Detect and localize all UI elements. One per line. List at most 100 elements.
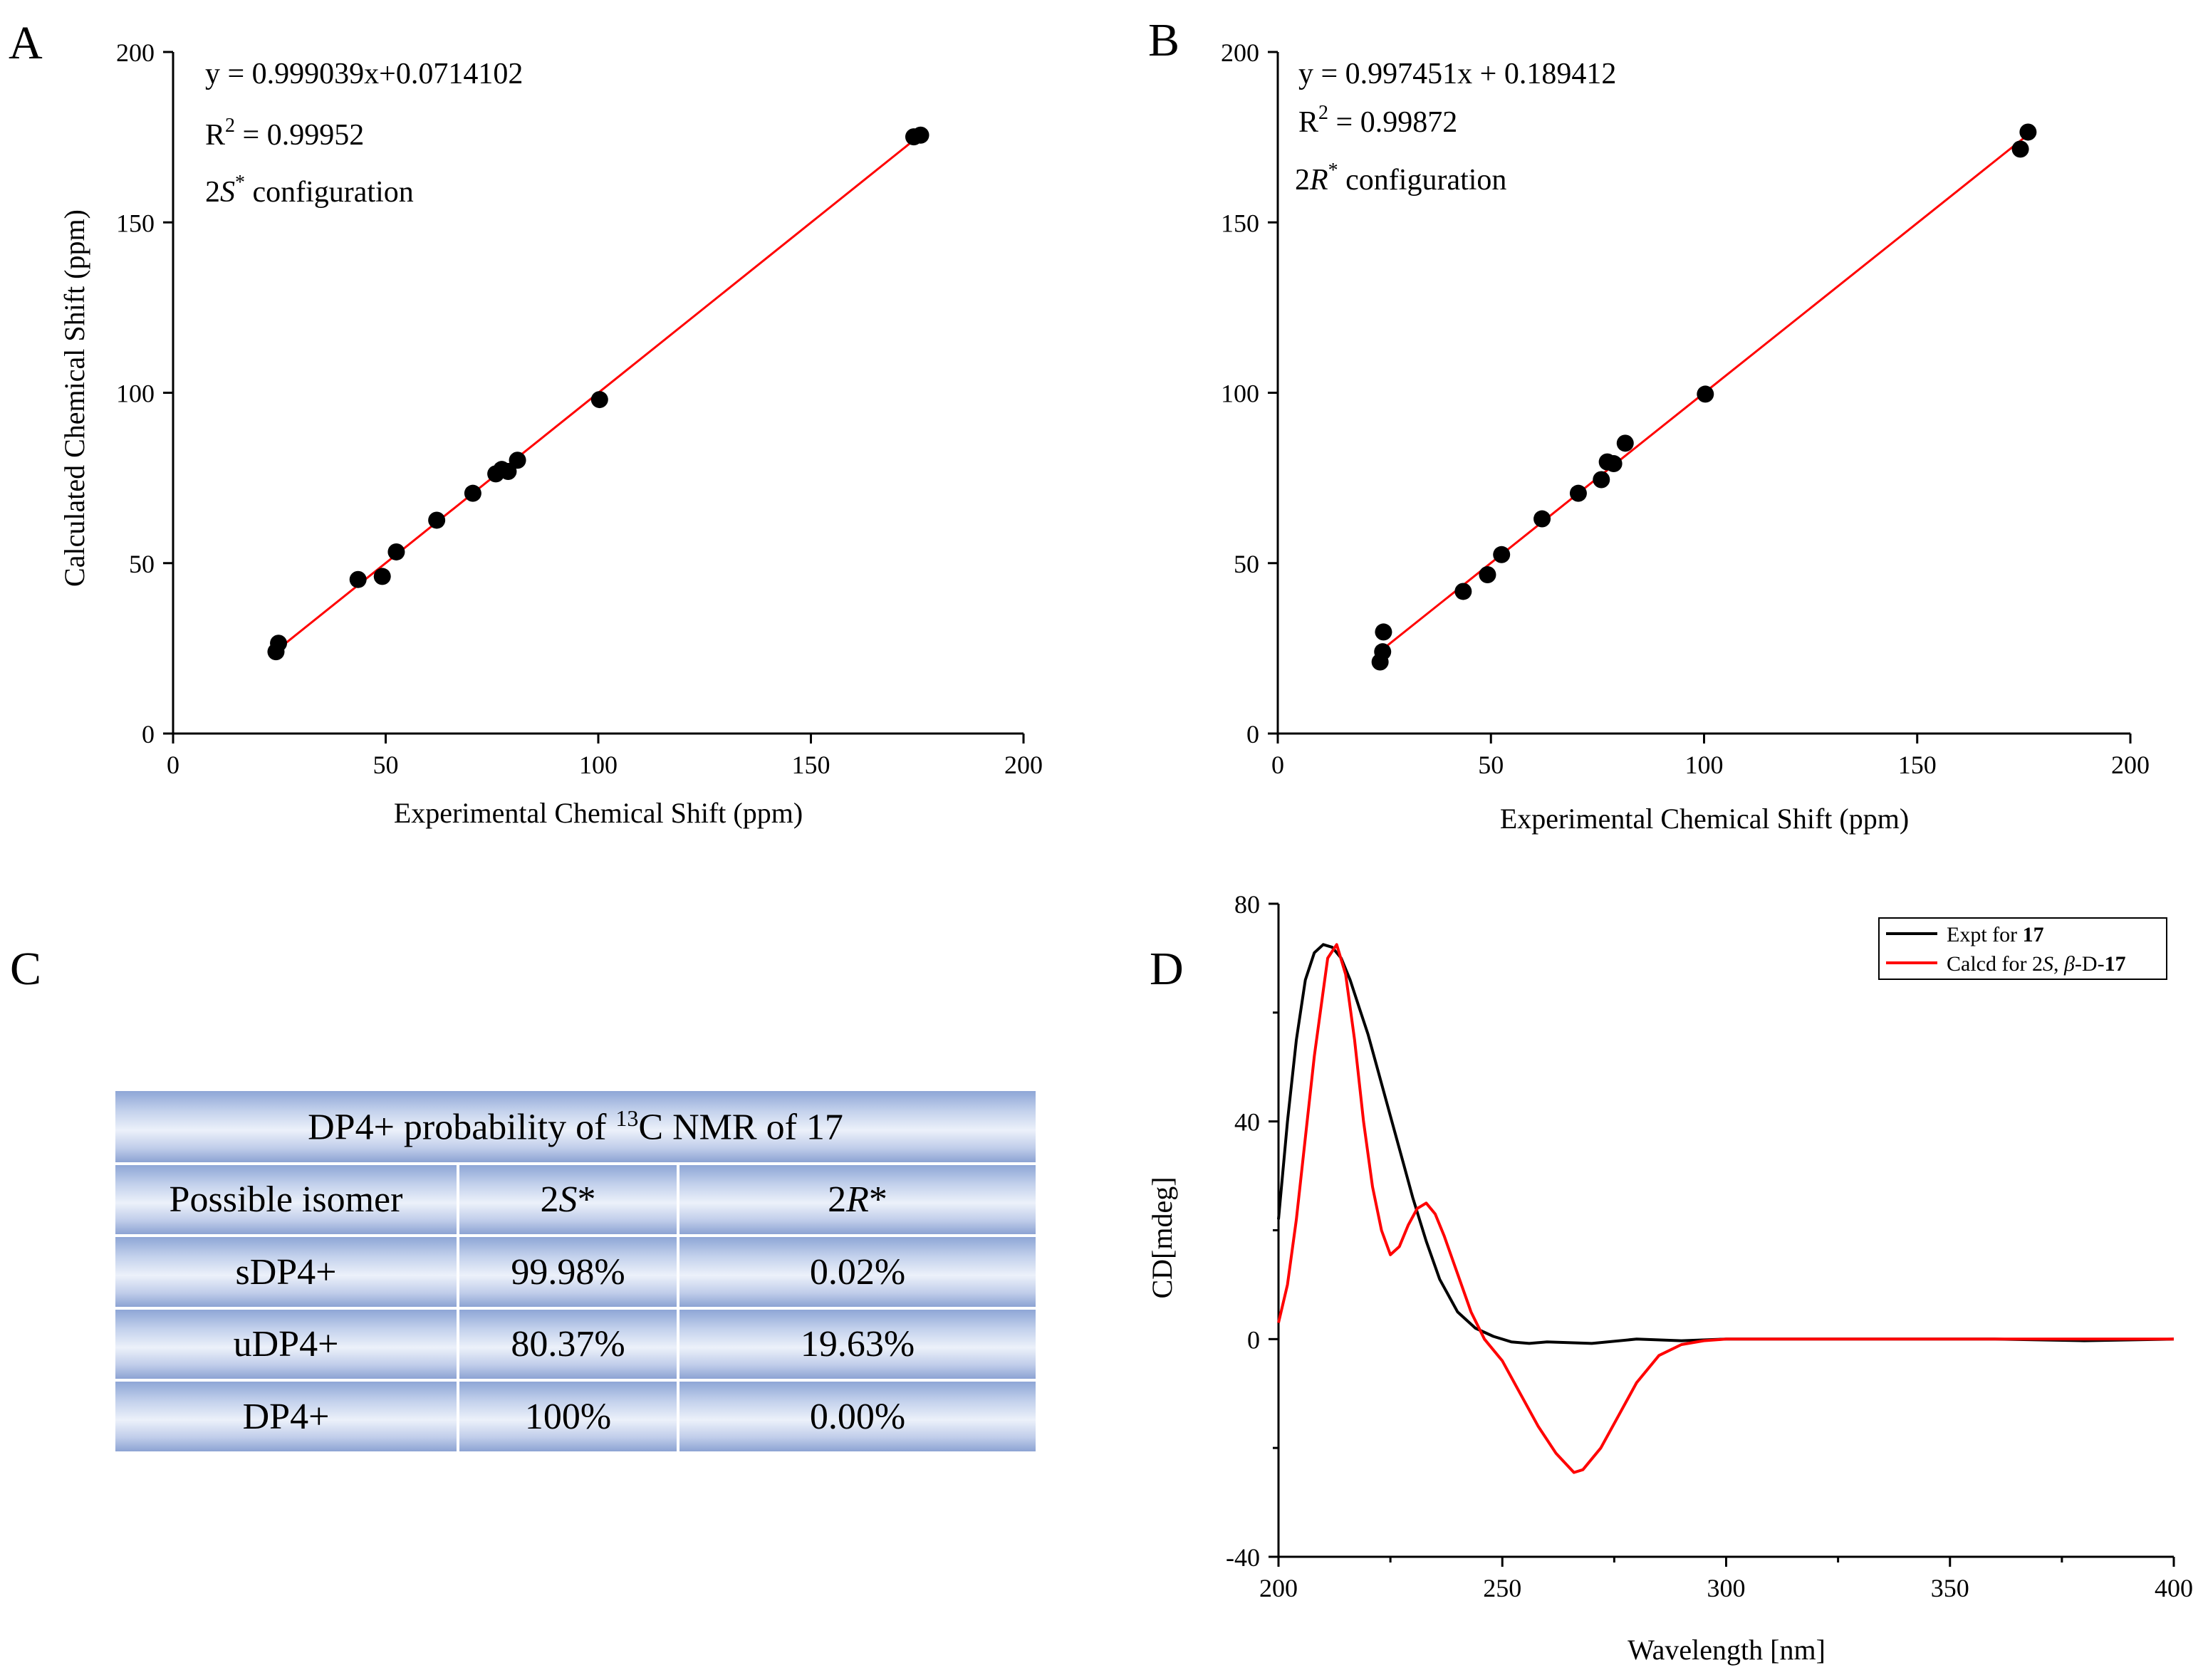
panel-b: B 0 50 100 150 200 0 50 100 150 200 y = 0.997451x… xyxy=(1148,14,2150,835)
data-point xyxy=(1593,471,1610,489)
legend-calcd-label: Calcd for 2S, β-D-17 xyxy=(1947,952,2126,976)
x-tick-label: 200 xyxy=(1004,751,1043,779)
x-tick-label: 200 xyxy=(1259,1574,1298,1602)
panel-b-points xyxy=(1371,123,2037,671)
panel-b-equation: y = 0.997451x + 0.189412 xyxy=(1298,58,1616,90)
y-tick-label: 40 xyxy=(1234,1108,1260,1137)
data-point xyxy=(1375,623,1392,641)
y-tick-label: 0 xyxy=(142,720,155,748)
y-tick-label: -40 xyxy=(1226,1543,1260,1572)
data-point xyxy=(270,635,288,652)
header-possible-isomer: Possible isomer xyxy=(113,1162,459,1238)
panel-b-x-axis-title: Experimental Chemical Shift (ppm) xyxy=(1500,803,1909,835)
data-point xyxy=(499,463,517,481)
y-tick-label: 150 xyxy=(1221,209,1259,237)
x-tick-label: 100 xyxy=(579,751,618,779)
data-point xyxy=(349,570,367,588)
panel-a: A 0 50 100 150 200 0 50 100 150 200 y = 0.999039x… xyxy=(9,17,1043,829)
data-point xyxy=(2019,123,2037,141)
row-name: uDP4+ xyxy=(113,1306,459,1382)
data-point xyxy=(464,484,481,502)
data-point xyxy=(1569,484,1587,502)
legend-expt-label: Expt for 17 xyxy=(1947,923,2044,946)
panel-a-equation: y = 0.999039x+0.0714102 xyxy=(205,58,523,90)
panel-d-curves xyxy=(1277,943,2175,1474)
row-2s-value: 99.98% xyxy=(457,1234,679,1310)
panel-d-letter: D xyxy=(1150,943,1184,995)
x-tick-label: 150 xyxy=(1898,751,1937,779)
y-tick-label: 80 xyxy=(1234,890,1260,919)
y-tick-label: 100 xyxy=(1221,380,1259,408)
table-header-row: Possible isomer 2S* 2R* xyxy=(113,1162,1039,1238)
table-row: sDP4+ 99.98% 0.02% xyxy=(113,1234,1039,1310)
x-tick-label: 50 xyxy=(373,751,399,779)
data-point xyxy=(1374,643,1392,661)
row-2r-value: 0.02% xyxy=(676,1234,1039,1310)
data-point xyxy=(912,126,929,144)
x-tick-label: 50 xyxy=(1478,751,1504,779)
header-2r: 2R* xyxy=(676,1162,1039,1238)
panel-b-axes: 0 50 100 150 200 0 50 100 150 200 xyxy=(1221,38,2150,779)
data-point xyxy=(1616,434,1634,452)
calcd-curve xyxy=(1277,943,2174,1474)
x-tick-label: 400 xyxy=(2155,1574,2193,1602)
data-point xyxy=(1697,385,1714,403)
x-tick-label: 0 xyxy=(1271,751,1284,779)
panel-d-axes: 200 250 300 350 400 -40 0 40 80 xyxy=(1226,890,2193,1602)
dp4-probability-table: DP4+ probability of 13C NMR of 17 Possib… xyxy=(112,1088,1039,1454)
panel-b-letter: B xyxy=(1148,14,1179,66)
table-row: DP4+ 100% 0.00% xyxy=(113,1379,1039,1454)
y-tick-label: 200 xyxy=(116,38,155,67)
x-tick-label: 300 xyxy=(1707,1574,1746,1602)
data-point xyxy=(1533,510,1551,528)
panel-c-letter: C xyxy=(10,943,41,995)
x-tick-label: 350 xyxy=(1931,1574,1969,1602)
data-point xyxy=(2011,140,2029,158)
data-point xyxy=(428,511,446,529)
expt-curve xyxy=(1277,943,2175,1345)
row-2s-value: 80.37% xyxy=(457,1306,679,1382)
y-tick-label: 0 xyxy=(1246,720,1259,748)
data-point xyxy=(1479,566,1496,584)
panel-d: D 200 250 300 350 400 -40 0 40 80 Wavelength [nm… xyxy=(1146,890,2193,1666)
y-tick-label: 50 xyxy=(129,550,155,578)
panel-b-configuration: 2R* configuration xyxy=(1295,160,1506,197)
panel-d-y-axis-title: CD[mdeg] xyxy=(1146,1176,1178,1298)
row-name: sDP4+ xyxy=(113,1234,459,1310)
row-2r-value: 19.63% xyxy=(676,1306,1039,1382)
header-2s: 2S* xyxy=(457,1162,679,1238)
panel-a-y-axis-title: Calculated Chemical Shift (ppm) xyxy=(58,209,90,587)
data-point xyxy=(387,543,405,560)
x-tick-label: 250 xyxy=(1483,1574,1521,1602)
x-tick-label: 100 xyxy=(1685,751,1724,779)
panel-a-letter: A xyxy=(9,17,43,69)
row-2r-value: 0.00% xyxy=(676,1379,1039,1454)
table-title: DP4+ probability of 13C NMR of 17 xyxy=(112,1088,1039,1165)
panel-a-points xyxy=(267,126,929,661)
y-tick-label: 50 xyxy=(1234,550,1259,578)
panel-a-configuration: 2S* configuration xyxy=(205,172,414,209)
x-tick-label: 150 xyxy=(792,751,830,779)
panel-a-r-squared: R2 = 0.99952 xyxy=(205,115,364,152)
panel-d-legend: Expt for 17 Calcd for 2S, β-D-17 xyxy=(1878,917,2167,980)
row-2s-value: 100% xyxy=(457,1379,679,1454)
table-title-row: DP4+ probability of 13C NMR of 17 xyxy=(112,1088,1039,1165)
x-tick-label: 200 xyxy=(2111,751,2150,779)
legend-box xyxy=(1878,917,2167,980)
data-point xyxy=(509,452,526,469)
y-tick-label: 100 xyxy=(116,380,155,408)
panel-d-x-axis-title: Wavelength [nm] xyxy=(1627,1634,1826,1666)
table-row: uDP4+ 80.37% 19.63% xyxy=(113,1306,1039,1382)
y-tick-label: 200 xyxy=(1221,38,1259,67)
y-tick-label: 150 xyxy=(116,209,155,237)
data-point xyxy=(373,568,391,585)
data-point xyxy=(590,391,608,409)
data-point xyxy=(1605,455,1623,473)
x-tick-label: 0 xyxy=(167,751,179,779)
y-tick-label: 0 xyxy=(1247,1325,1260,1354)
panel-a-axes: 0 50 100 150 200 0 50 100 150 200 xyxy=(116,38,1043,779)
data-point xyxy=(1493,546,1511,563)
panel-a-x-axis-title: Experimental Chemical Shift (ppm) xyxy=(394,797,803,829)
row-name: DP4+ xyxy=(113,1379,459,1454)
